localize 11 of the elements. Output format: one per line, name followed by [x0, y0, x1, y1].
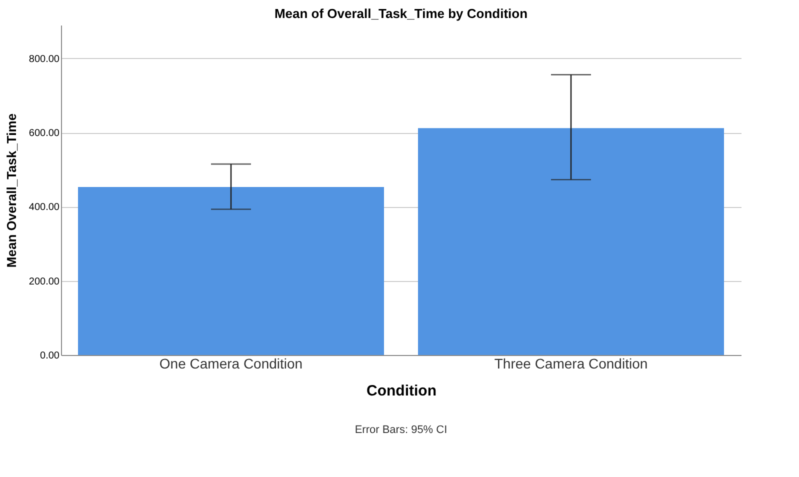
chart-title: Mean of Overall_Task_Time by Condition [274, 6, 528, 21]
y-axis-title: Mean Overall_Task_Time [4, 113, 19, 268]
text: Error Bars: 95% CI [354, 424, 448, 436]
x-tick-label: Three Camera Condition [494, 356, 648, 372]
y-tick-label: 0.00 [40, 350, 60, 362]
x-tick-label: One Camera Condition [159, 356, 303, 372]
y-tick-label: 200.00 [28, 276, 60, 288]
y-tick-label: 600.00 [28, 128, 60, 140]
x-axis-title: Condition [366, 382, 436, 400]
y-tick-label: 800.00 [28, 54, 60, 65]
y-tick-label: 400.00 [28, 202, 60, 214]
